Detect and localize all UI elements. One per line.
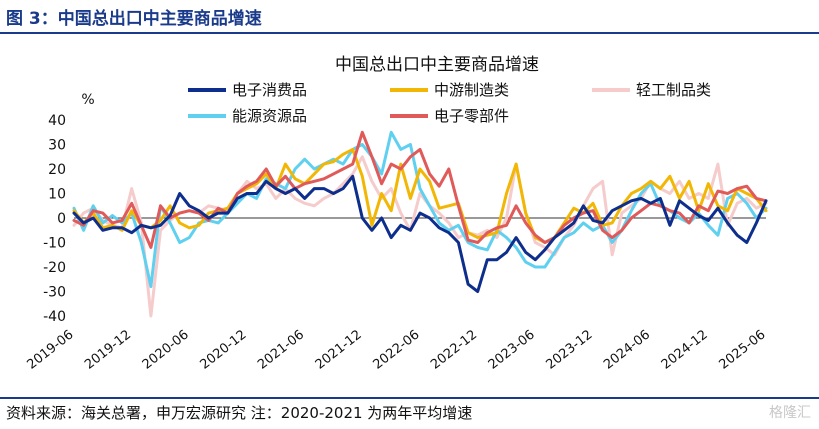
- x-axis: 2019-06 2019-12 2020-06 2020-12 2021-06 2021-…: [24, 217, 768, 373]
- x-tick-label: 2024-12: [659, 327, 711, 372]
- legend-label-electronics: 电子消费品: [232, 81, 307, 99]
- figure-title: 图 3：中国总出口中主要商品增速: [6, 9, 262, 29]
- x-tick-label: 2019-12: [82, 327, 134, 372]
- y-tick-label: 10: [48, 187, 66, 203]
- series-lines: [72, 130, 768, 318]
- title-rule: [0, 32, 819, 34]
- x-tick-label: 2023-12: [543, 327, 595, 372]
- x-tick-label: 2019-06: [24, 327, 76, 372]
- y-axis-unit: %: [81, 92, 94, 108]
- legend-label-components: 电子零部件: [434, 107, 509, 125]
- x-tick-label: 2020-12: [197, 327, 249, 372]
- legend-label-energy: 能源资源品: [232, 107, 307, 125]
- y-tick-label: 0: [57, 211, 66, 227]
- x-tick-label: 2021-12: [313, 327, 365, 372]
- series-line-electronics: [72, 174, 768, 293]
- source-note: 资料来源：海关总署，申万宏源研究 注：2020-2021 为两年平均增速: [6, 404, 473, 422]
- legend-label-midstream: 中游制造类: [434, 81, 509, 99]
- y-tick-label: -40: [43, 309, 66, 325]
- y-tick-label: -10: [43, 236, 66, 252]
- x-tick-label: 2022-06: [370, 327, 422, 372]
- y-tick-label: 30: [48, 138, 66, 154]
- series-line-midstream: [72, 147, 768, 244]
- footer-rule: [0, 397, 819, 399]
- x-tick-label: 2023-06: [486, 327, 538, 372]
- x-tick-label: 2025-06: [716, 327, 768, 372]
- y-tick-label: -20: [43, 260, 66, 276]
- y-axis: -40 -30 -20 -10 0 10 20 30 40: [43, 113, 66, 325]
- y-tick-label: -30: [43, 285, 66, 301]
- x-tick-label: 2020-06: [140, 327, 192, 372]
- x-tick-label: 2021-06: [255, 327, 307, 372]
- x-tick-label: 2022-12: [428, 327, 480, 372]
- y-tick-label: 20: [48, 162, 66, 178]
- series-line-energy: [72, 130, 768, 289]
- watermark-logo: 格隆汇: [769, 405, 811, 421]
- y-tick-label: 40: [48, 113, 66, 129]
- chart-title: 中国总出口中主要商品增速: [335, 55, 539, 75]
- x-tick-label: 2024-06: [601, 327, 653, 372]
- legend-label-light_industry: 轻工制品类: [636, 81, 711, 99]
